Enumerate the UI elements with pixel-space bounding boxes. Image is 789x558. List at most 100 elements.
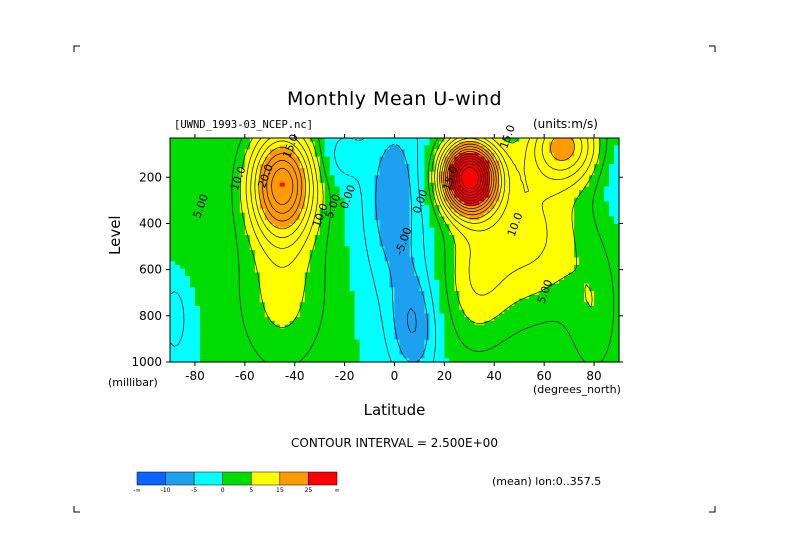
field-cell xyxy=(279,231,286,236)
field-cell xyxy=(239,205,246,210)
field-cell xyxy=(604,306,610,311)
field-cell xyxy=(224,190,231,195)
field-cell xyxy=(484,309,490,315)
field-cell xyxy=(349,197,356,203)
field-cell xyxy=(364,287,371,292)
field-cell xyxy=(259,320,266,326)
field-cell xyxy=(339,231,346,236)
field-cell xyxy=(284,253,291,259)
field-cell xyxy=(549,152,555,158)
field-cell xyxy=(354,306,361,311)
field-cell xyxy=(379,332,386,337)
field-cell xyxy=(509,160,515,165)
field-cell xyxy=(349,160,356,165)
field-cell xyxy=(589,335,595,341)
field-cell xyxy=(524,261,530,266)
field-cell xyxy=(534,145,540,150)
field-cell xyxy=(399,309,406,315)
field-cell xyxy=(339,242,346,247)
field-cell xyxy=(344,182,351,188)
field-cell xyxy=(194,302,201,307)
field-cell xyxy=(419,145,426,150)
field-cell xyxy=(234,156,241,161)
field-cell xyxy=(459,250,465,255)
field-cell xyxy=(234,302,241,307)
field-cell xyxy=(409,309,416,315)
field-cell xyxy=(259,223,266,229)
field-cell xyxy=(284,317,291,322)
field-cell xyxy=(604,223,610,229)
field-cell xyxy=(409,272,416,277)
field-cell xyxy=(479,328,485,333)
field-cell xyxy=(209,208,216,214)
field-cell xyxy=(349,171,356,176)
field-cell xyxy=(589,138,595,143)
field-cell xyxy=(199,141,206,147)
field-cell xyxy=(559,190,565,195)
field-cell xyxy=(339,283,346,288)
field-cell xyxy=(324,190,331,195)
field-cell xyxy=(274,171,281,176)
field-cell xyxy=(179,190,186,195)
field-cell xyxy=(214,264,221,270)
field-cell xyxy=(344,208,351,214)
field-cell xyxy=(604,276,610,281)
field-cell xyxy=(219,320,226,326)
field-cell xyxy=(599,227,605,232)
field-cell xyxy=(444,238,450,244)
field-cell xyxy=(539,257,545,262)
field-cell xyxy=(289,194,296,199)
field-cell xyxy=(579,320,585,326)
field-cell xyxy=(184,182,191,188)
field-cell xyxy=(504,223,510,229)
field-cell xyxy=(249,339,256,344)
field-cell xyxy=(349,257,356,262)
field-cell xyxy=(324,279,331,285)
field-cell xyxy=(494,317,500,322)
field-cell xyxy=(249,320,256,326)
field-cell xyxy=(379,328,386,333)
field-cell xyxy=(409,264,416,270)
field-cell xyxy=(324,164,331,169)
field-cell xyxy=(509,179,515,184)
field-cell xyxy=(339,324,346,329)
field-cell xyxy=(344,175,351,180)
field-cell xyxy=(229,141,236,147)
field-cell xyxy=(454,302,460,307)
field-cell xyxy=(579,272,585,277)
field-cell xyxy=(229,268,236,273)
field-cell xyxy=(234,149,241,154)
field-cell xyxy=(234,294,241,300)
field-cell xyxy=(284,205,291,210)
field-cell xyxy=(274,208,281,214)
field-cell xyxy=(529,212,535,217)
field-cell xyxy=(444,257,450,262)
field-cell xyxy=(170,156,176,161)
field-cell xyxy=(264,302,271,307)
field-cell xyxy=(404,332,411,337)
field-cell xyxy=(249,201,256,206)
field-cell xyxy=(219,190,226,195)
field-cell xyxy=(454,272,460,277)
field-cell xyxy=(444,298,450,303)
field-cell xyxy=(469,287,475,292)
field-cell xyxy=(549,272,555,277)
field-cell xyxy=(604,324,610,329)
field-cell xyxy=(369,246,376,251)
corner-mark xyxy=(73,45,80,52)
field-cell xyxy=(379,190,386,195)
field-cell xyxy=(394,313,401,318)
field-cell xyxy=(354,179,361,184)
field-cell xyxy=(299,201,306,206)
field-cell xyxy=(594,220,600,225)
field-cell xyxy=(304,257,311,262)
field-cell xyxy=(369,138,376,143)
field-cell xyxy=(394,201,401,206)
field-cell xyxy=(259,302,266,307)
field-cell xyxy=(214,152,221,158)
field-cell xyxy=(409,197,416,203)
field-cell xyxy=(574,317,580,322)
field-cell xyxy=(309,302,316,307)
field-cell xyxy=(549,149,555,154)
field-cell xyxy=(449,332,455,337)
